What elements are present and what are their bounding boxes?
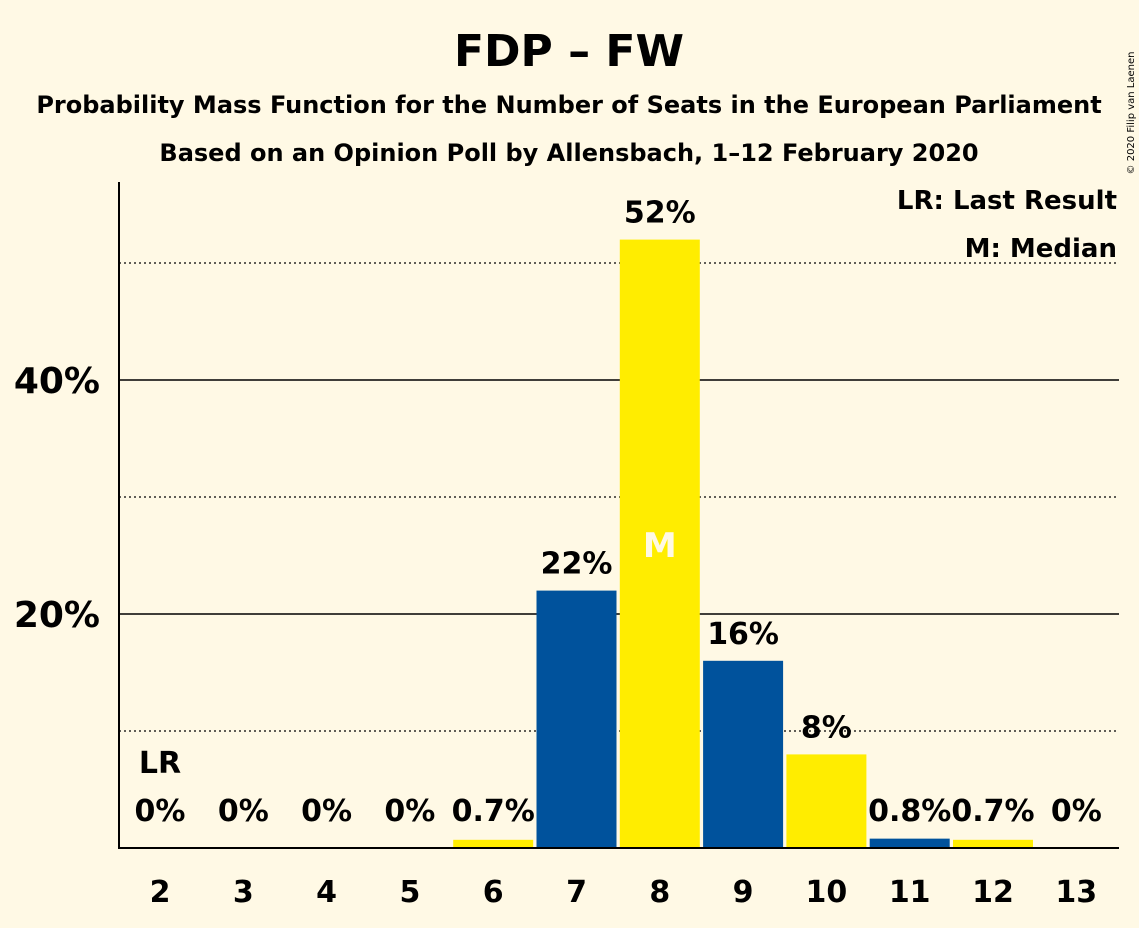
x-tick-label: 4 bbox=[316, 875, 337, 910]
gridlines bbox=[119, 262, 1119, 732]
bar-value-label: 52% bbox=[624, 196, 696, 231]
x-tick-label: 5 bbox=[399, 875, 420, 910]
x-tick-label: 13 bbox=[1055, 875, 1097, 910]
bar-value-label: 0.7% bbox=[452, 794, 535, 829]
chart-source: Based on an Opinion Poll by Allensbach, … bbox=[159, 139, 978, 167]
bar-6 bbox=[453, 839, 534, 848]
chart-subtitle: Probability Mass Function for the Number… bbox=[36, 91, 1101, 119]
median-marker: M bbox=[643, 526, 677, 566]
bar-value-label: 0% bbox=[1051, 794, 1102, 829]
bar-value-label: 0.7% bbox=[951, 794, 1034, 829]
axes bbox=[118, 182, 1119, 849]
bar-value-label: 8% bbox=[801, 710, 852, 745]
bar-value-label: 0.8% bbox=[868, 794, 951, 829]
x-tick-label: 8 bbox=[649, 875, 670, 910]
bar-8 bbox=[619, 239, 700, 849]
bars bbox=[453, 239, 1033, 849]
x-tick-label: 11 bbox=[889, 875, 931, 910]
x-tick-label: 10 bbox=[806, 875, 848, 910]
bar-value-label: 16% bbox=[707, 617, 779, 652]
bar-value-label: 22% bbox=[541, 547, 613, 582]
x-tick-label: 9 bbox=[733, 875, 754, 910]
copyright-notice: © 2020 Filip van Laenen bbox=[1126, 52, 1137, 175]
x-tick-label: 7 bbox=[566, 875, 587, 910]
tick-labels: 20% 40% 2 3 4 5 6 7 8 9 10 11 12 13 bbox=[14, 361, 1097, 910]
bar-12 bbox=[953, 839, 1033, 848]
x-tick-label: 6 bbox=[483, 875, 504, 910]
chart-title: FDP – FW bbox=[454, 26, 684, 77]
legend-last-result: LR: Last Result bbox=[897, 186, 1117, 216]
bar-value-label: 0% bbox=[384, 794, 435, 829]
bar-7 bbox=[536, 590, 617, 848]
bar-11 bbox=[869, 838, 950, 848]
legend-median: M: Median bbox=[965, 234, 1117, 264]
bar-10 bbox=[786, 754, 867, 848]
bar-9 bbox=[703, 660, 784, 848]
bar-value-label: 0% bbox=[218, 794, 269, 829]
y-tick-label: 20% bbox=[14, 595, 100, 636]
bar-value-label: 0% bbox=[301, 794, 352, 829]
y-tick-label: 40% bbox=[14, 361, 100, 402]
bar-value-label: 0% bbox=[135, 794, 186, 829]
bar-labels: 0%LR0% 0% 0% 0.7%22%52%M16%8%0.8% 0.7% 0% bbox=[135, 196, 1102, 829]
x-tick-label: 2 bbox=[150, 875, 171, 910]
x-tick-label: 3 bbox=[233, 875, 254, 910]
x-tick-label: 12 bbox=[972, 875, 1014, 910]
last-result-marker: LR bbox=[139, 746, 181, 781]
